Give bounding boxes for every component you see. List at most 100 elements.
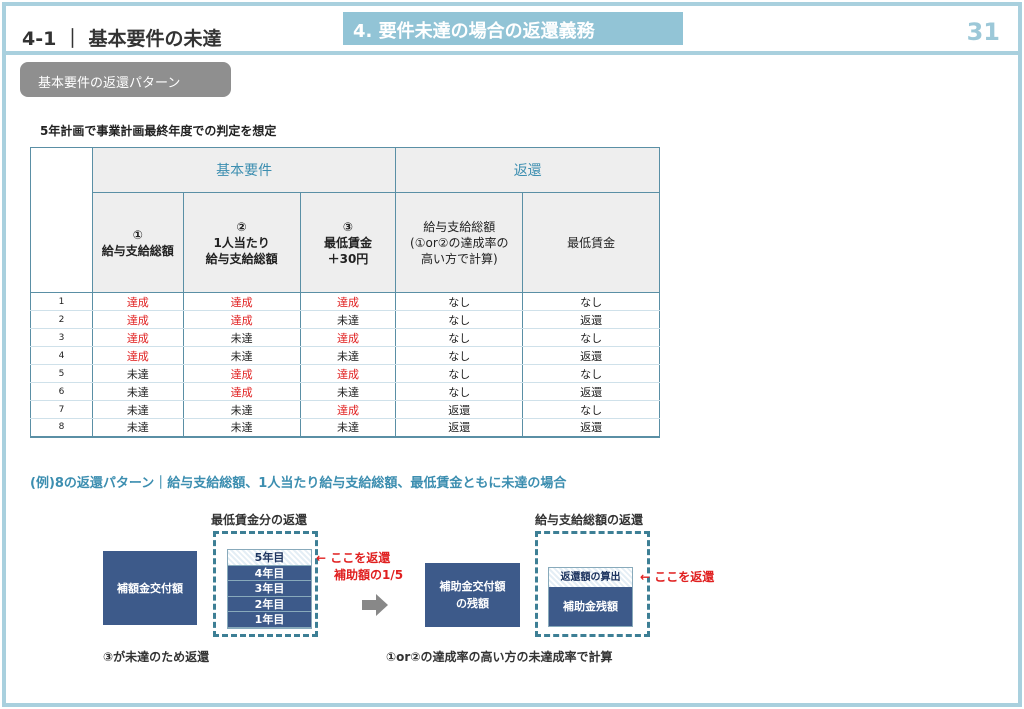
year-cell: 2年目 xyxy=(228,596,311,613)
table-cell: 達成 xyxy=(299,364,397,383)
remaining-cell: 補助金残額 xyxy=(549,587,632,626)
table-cell: なし xyxy=(522,400,660,419)
table-cell: 未達 xyxy=(182,328,301,347)
table-cell: 達成 xyxy=(91,310,184,329)
table-cell: 返還 xyxy=(522,382,660,401)
column-header-line: ③ xyxy=(342,219,354,234)
box-line: 補助金交付額 xyxy=(439,580,506,593)
table-cell: 未達 xyxy=(299,418,397,438)
table-cell: 達成 xyxy=(182,364,301,383)
group-header-basic: 基本要件 xyxy=(91,147,397,193)
column-header: ② 1人当たり 給与支給総額 xyxy=(182,192,301,293)
subsidy-amount-box: 補額金交付額 xyxy=(103,551,197,625)
table-cell: 達成 xyxy=(299,328,397,347)
row-number: 6 xyxy=(30,382,93,401)
table-cell: 未達 xyxy=(91,364,184,383)
remaining-subsidy-box: 補助金交付額 の残額 xyxy=(425,563,520,627)
min-wage-dashed-frame xyxy=(213,531,318,637)
table-cell: 返還 xyxy=(522,310,660,329)
column-header-line: 高い方で計算) xyxy=(420,251,498,266)
table-cell: 達成 xyxy=(299,292,397,311)
table-cell: 未達 xyxy=(182,400,301,419)
example-heading: (例)8の返還パターン｜給与支給総額、1人当たり給与支給総額、最低賃金ともに未達… xyxy=(30,476,567,491)
table-cell: 未達 xyxy=(91,400,184,419)
salary-dashed-frame xyxy=(535,531,650,637)
table-cell: 未達 xyxy=(182,346,301,365)
table-cell: 返還 xyxy=(522,418,660,438)
column-header-line: 給与支給総額 xyxy=(205,251,278,266)
table-cell: 返還 xyxy=(395,400,524,419)
row-number: 4 xyxy=(30,346,93,365)
row-number-header xyxy=(30,147,93,293)
column-header-line: 1人当たり xyxy=(213,235,270,250)
table-cell: 達成 xyxy=(182,292,301,311)
return-pattern-table: 基本要件 返還 ① 給与支給総額 ② 1人当たり 給与支給総額 ③ 最低賃金 ＋30円 給与支給… xyxy=(30,147,660,438)
row-number: 7 xyxy=(30,400,93,419)
row-number: 1 xyxy=(30,292,93,311)
table-row: 1 達成 達成 達成 なし なし xyxy=(30,292,660,311)
return-here-note-2: ← ここを返還 xyxy=(640,570,715,584)
caption-2: ①or②の達成率の高い方の未達成率で計算 xyxy=(386,650,613,664)
column-header: 給与支給総額 (①or②の達成率の 高い方で計算) xyxy=(395,192,524,293)
row-number: 8 xyxy=(30,418,93,438)
table-cell: 達成 xyxy=(91,346,184,365)
table-cell: 達成 xyxy=(299,400,397,419)
column-header-line: ② xyxy=(236,219,247,234)
table-row: 2 達成 達成 未達 なし 返還 xyxy=(30,310,660,329)
table-row: 7 未達 未達 達成 返還 なし xyxy=(30,400,660,419)
table-row: 8 未達 未達 未達 返還 返還 xyxy=(30,418,660,438)
table-cell: なし xyxy=(522,364,660,383)
table-row: 6 未達 達成 未達 なし 返還 xyxy=(30,382,660,401)
table-cell: 達成 xyxy=(91,328,184,347)
chapter-banner: 4. 要件未達の場合の返還義務 xyxy=(343,12,683,45)
column-header-line: 給与支給総額 xyxy=(101,243,174,258)
column-header-line: ＋30円 xyxy=(327,251,369,266)
table-cell: なし xyxy=(395,328,524,347)
table-cell: なし xyxy=(522,292,660,311)
table-cell: なし xyxy=(395,364,524,383)
return-here-note-1: ← ここを返還 xyxy=(316,551,391,565)
group-header-return: 返還 xyxy=(395,147,660,193)
year-stack: 5年目 4年目 3年目 2年目 1年目 xyxy=(227,549,312,629)
table-cell: 達成 xyxy=(182,382,301,401)
table-cell: 返還 xyxy=(395,418,524,438)
year-cell: 4年目 xyxy=(228,565,311,582)
page-number: 31 xyxy=(966,18,1000,46)
table-cell: 未達 xyxy=(299,382,397,401)
table-cell: 達成 xyxy=(182,310,301,329)
table-cell: 未達 xyxy=(91,382,184,401)
table-cell: 返還 xyxy=(522,346,660,365)
header-divider xyxy=(2,51,1022,55)
table-cell: 未達 xyxy=(299,346,397,365)
table-row: 4 達成 未達 未達 なし 返還 xyxy=(30,346,660,365)
table-cell: なし xyxy=(395,310,524,329)
column-header-line: 最低賃金 xyxy=(323,235,372,250)
caption-1: ③が未達のため返還 xyxy=(103,650,210,664)
salary-inner-block: 返還額の算出 補助金残額 xyxy=(548,567,633,627)
min-wage-return-label: 最低賃金分の返還 xyxy=(211,513,308,527)
table-row: 5 未達 達成 達成 なし なし xyxy=(30,364,660,383)
year-cell: 3年目 xyxy=(228,581,311,597)
table-cell: なし xyxy=(395,382,524,401)
year-cell: 5年目 xyxy=(228,550,311,566)
assumption-note: 5年計画で事業計画最終年度での判定を想定 xyxy=(40,124,277,138)
column-header: ① 給与支給総額 xyxy=(91,192,184,293)
section-title: 4-1 ｜ 基本要件の未達 xyxy=(22,28,222,50)
column-header-line: ① xyxy=(132,227,143,242)
row-number: 3 xyxy=(30,328,93,347)
table-row: 3 達成 未達 達成 なし なし xyxy=(30,328,660,347)
right-arrow-icon xyxy=(362,594,388,616)
return-calc-cell: 返還額の算出 xyxy=(549,568,632,587)
column-header: 最低賃金 xyxy=(522,192,660,293)
subsection-pill: 基本要件の返還パターン xyxy=(20,62,231,97)
row-number: 5 xyxy=(30,364,93,383)
year-cell: 1年目 xyxy=(228,612,311,628)
table-cell: 未達 xyxy=(91,418,184,438)
column-header-line: 最低賃金 xyxy=(567,235,616,250)
column-header-line: (①or②の達成率の xyxy=(410,235,509,250)
row-number: 2 xyxy=(30,310,93,329)
box-line: の残額 xyxy=(456,597,489,610)
column-header: ③ 最低賃金 ＋30円 xyxy=(299,192,397,293)
table-cell: 達成 xyxy=(91,292,184,311)
